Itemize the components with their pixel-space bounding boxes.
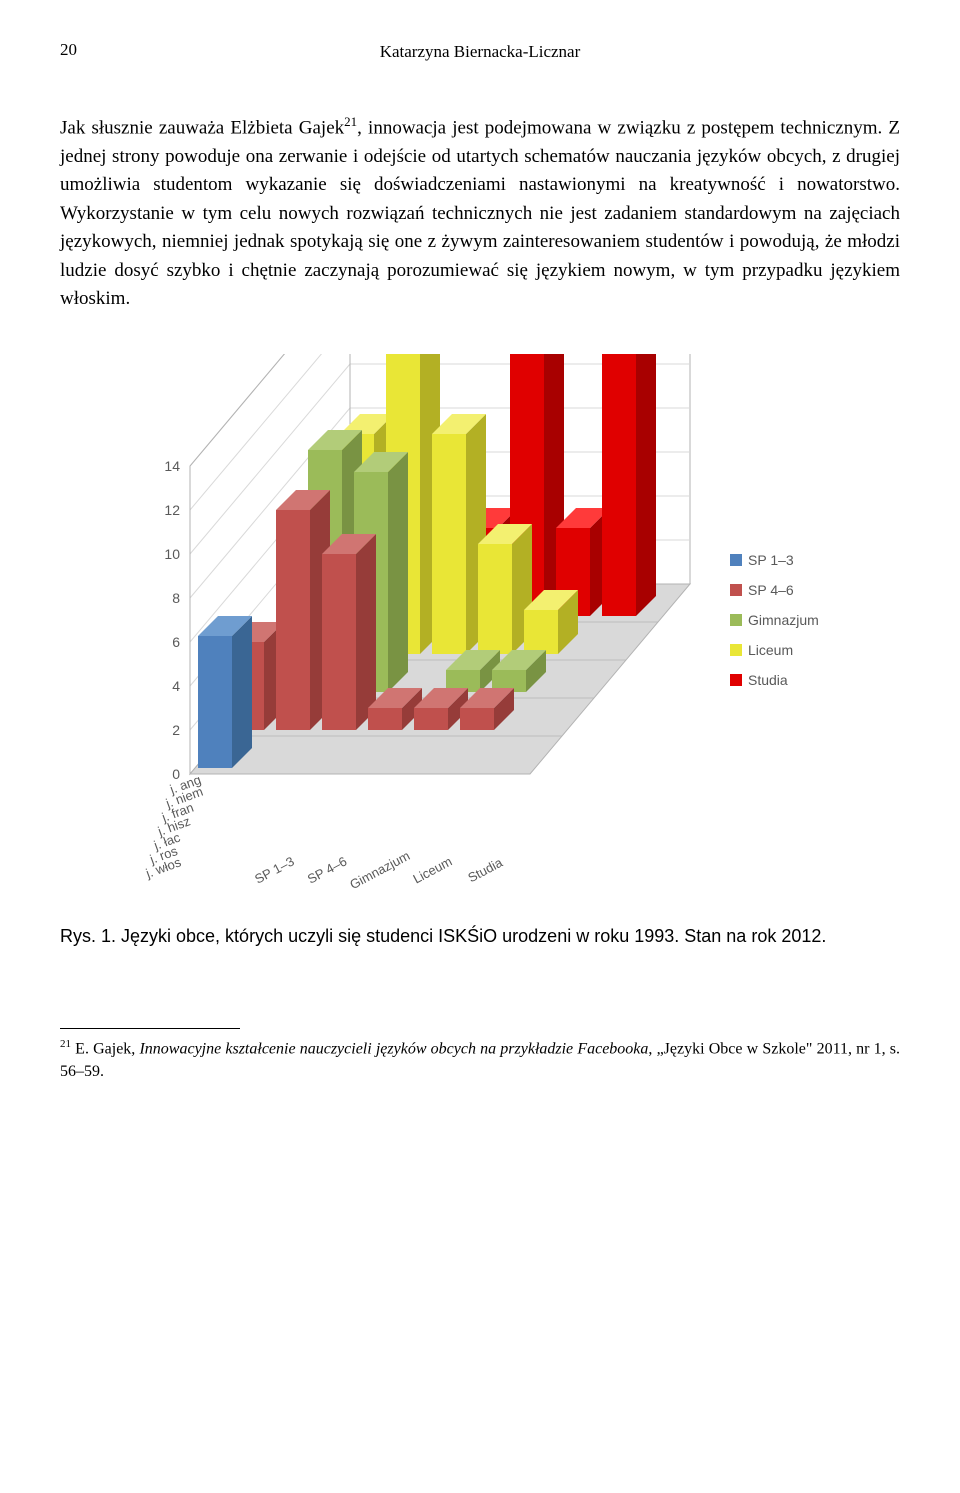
para-part1: Jak słusznie zauważa Elżbieta Gajek bbox=[60, 117, 344, 138]
svg-text:SP 1–3: SP 1–3 bbox=[748, 552, 794, 568]
svg-text:6: 6 bbox=[172, 634, 180, 650]
body-paragraph: Jak słusznie zauważa Elżbieta Gajek21, i… bbox=[60, 112, 900, 314]
svg-text:8: 8 bbox=[172, 590, 180, 606]
svg-text:2: 2 bbox=[172, 722, 180, 738]
svg-text:Liceum: Liceum bbox=[410, 853, 454, 886]
svg-text:10: 10 bbox=[164, 546, 180, 562]
svg-text:Studia: Studia bbox=[748, 672, 788, 688]
svg-text:14: 14 bbox=[164, 458, 180, 474]
svg-text:SP 4–6: SP 4–6 bbox=[748, 582, 794, 598]
svg-text:Gimnazjum: Gimnazjum bbox=[748, 612, 819, 628]
ref-sup: 21 bbox=[344, 114, 357, 129]
footnote: 21 E. Gajek, Innowacyjne kształcenie nau… bbox=[60, 1037, 900, 1083]
footnote-text: E. Gajek, Innowacyjne kształcenie nauczy… bbox=[60, 1040, 900, 1079]
figure-caption: Rys. 1. Języki obce, których uczyli się … bbox=[60, 924, 900, 948]
chart-svg: 02468101214j. angj. niemj. franj. hiszj.… bbox=[90, 354, 870, 894]
svg-text:4: 4 bbox=[172, 678, 180, 694]
svg-text:Gimnazjum: Gimnazjum bbox=[347, 848, 412, 892]
svg-text:SP 4–6: SP 4–6 bbox=[305, 853, 349, 886]
bar-chart: 02468101214j. angj. niemj. franj. hiszj.… bbox=[90, 354, 870, 894]
author-header: Katarzyna Biernacka-Licznar bbox=[60, 42, 900, 62]
para-part2: , innowacja jest podejmowana w związku z… bbox=[60, 117, 900, 309]
svg-text:Studia: Studia bbox=[465, 854, 505, 885]
footnote-divider bbox=[60, 1028, 240, 1029]
svg-text:SP 1–3: SP 1–3 bbox=[252, 853, 296, 886]
svg-text:Liceum: Liceum bbox=[748, 642, 793, 658]
footnote-sup: 21 bbox=[60, 1038, 71, 1050]
svg-text:12: 12 bbox=[164, 502, 180, 518]
